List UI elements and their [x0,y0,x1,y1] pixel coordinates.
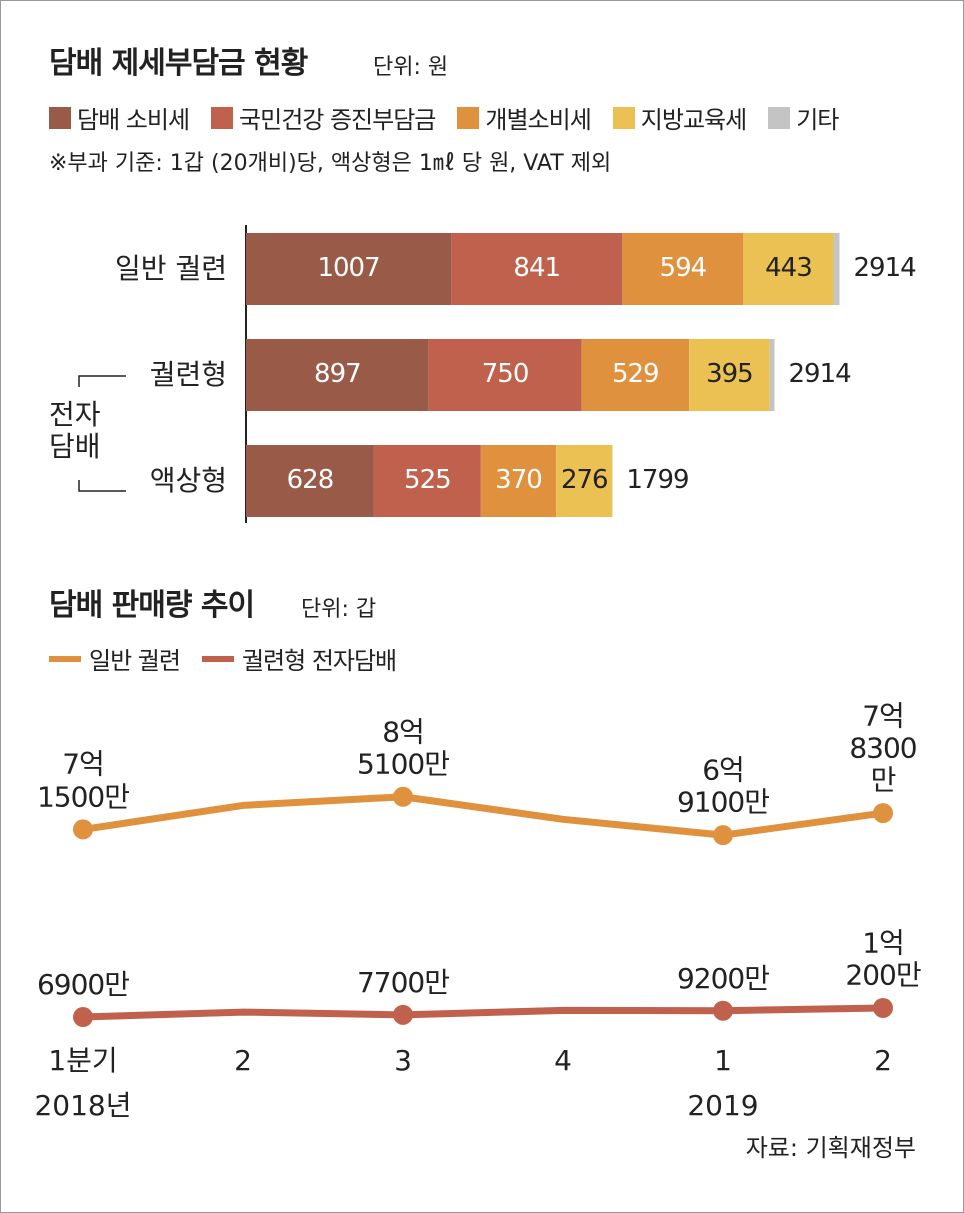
legend-item: 일반 궐련 [49,641,181,676]
bar-segment [743,233,834,305]
bar-value-label: 529 [611,359,660,390]
line-point [713,825,733,846]
legend-swatch [49,655,81,662]
bar-segment [833,233,840,305]
legend-item: 국민건강 증진부담금 [211,100,436,135]
bar-segment [246,339,429,411]
bar-value-label: 1007 [317,253,380,284]
chart-title: 담배 제세부담금 현황 [49,46,308,81]
point-value-label: 7억 1500만 [36,748,130,814]
legend: 담배 소비세 국민건강 증진부담금 개별소비세 지방교육세 기타 [49,100,860,135]
bar-value-label: 370 [495,465,543,496]
legend-item: 궐련형 전자담배 [201,641,397,676]
line-point [73,1007,93,1028]
point-value-label: 7억 8300만 [849,699,917,797]
x-tick-label: 2 [874,1043,892,1077]
legend-label: 국민건강 증진부담금 [239,106,436,134]
bar-segment [769,339,775,411]
legend-label: 일반 궐련 [89,647,181,675]
bar-segment [689,339,770,411]
bar-total-label: 1799 [626,465,689,496]
source: 자료: 기획재정부 [745,1134,916,1162]
bar-segment [373,445,481,517]
legend-item: 기타 [768,100,839,135]
chart-title: 담배 판매량 추이 [49,588,255,623]
bar-value-label: 395 [706,359,754,390]
point-value-label: 6억 9100만 [676,753,770,819]
bar-segment [246,445,374,517]
category-label: 액상형 [149,463,227,497]
bar-segment [622,233,744,305]
bar-value-label: 594 [659,253,708,284]
legend-label: 지방교육세 [640,106,747,134]
bar-value-label: 841 [513,253,561,284]
legend-label: 기타 [796,106,839,134]
category-label: 일반 궐련 [115,251,227,285]
line-series [82,793,884,839]
category-label: 궐련형 [149,357,227,391]
x-tick-label: 3 [394,1043,412,1077]
bar-total-label: 2914 [788,359,852,390]
bar-segment [246,233,452,305]
line-point [713,1000,733,1021]
legend-label: 궐련형 전자담배 [241,647,397,675]
legend-label: 담배 소비세 [77,106,190,134]
point-value-label: 8억 5100만 [356,715,450,781]
bar-value-label: 897 [314,359,362,390]
legend-label: 개별소비세 [485,106,591,134]
bar-segment [480,445,557,517]
unit-label: 단위: 갑 [301,597,377,622]
line-point [873,997,893,1018]
note: ※부과 기준: 1갑 (20개비)당, 액상형은 1㎖ 당 원, VAT 제외 [49,151,612,176]
bar-segment [428,339,582,411]
line-point [393,786,413,807]
bar-value-label: 525 [404,465,452,496]
bar-total-label: 2914 [853,253,916,284]
point-value-label: 1억 200만 [845,926,921,992]
point-value-label: 9200만 [676,961,770,995]
legend-swatch [211,106,234,129]
unit-label: 단위: 원 [373,55,449,80]
bar-segment [556,445,613,517]
point-value-label: 7700만 [356,965,450,999]
legend-swatch [457,106,480,129]
legend-swatch [612,106,635,129]
bar-value-label: 276 [560,465,609,496]
legend-swatch [49,106,71,129]
line-series [82,1004,884,1021]
x-tick-label: 1 [714,1043,732,1077]
group-label: 전자 담배 [49,398,101,464]
bar-value-label: 750 [481,359,530,390]
legend-item: 개별소비세 [457,100,592,135]
point-value-label: 6900만 [36,967,130,1001]
group-bracket [78,375,126,387]
line-point [393,1004,413,1025]
line-point [873,803,893,824]
x-tick-label: 1분기 [48,1043,118,1077]
group-bracket [78,480,126,492]
legend-swatch [768,106,791,129]
legend-item: 담배 소비세 [49,100,190,135]
legend-swatch [201,655,234,662]
bar-value-label: 443 [765,253,813,284]
legend-item: 지방교육세 [612,100,747,135]
legend: 일반 궐련 궐련형 전자담배 [49,641,418,676]
bar-value-label: 628 [286,465,335,496]
x-year-label: 2018년 [34,1088,132,1122]
bar-segment [581,339,690,411]
x-tick-label: 2 [234,1043,252,1077]
x-year-label: 2019 [687,1088,759,1122]
x-tick-label: 4 [554,1043,572,1077]
bar-segment [451,233,623,305]
line-point [73,819,93,840]
